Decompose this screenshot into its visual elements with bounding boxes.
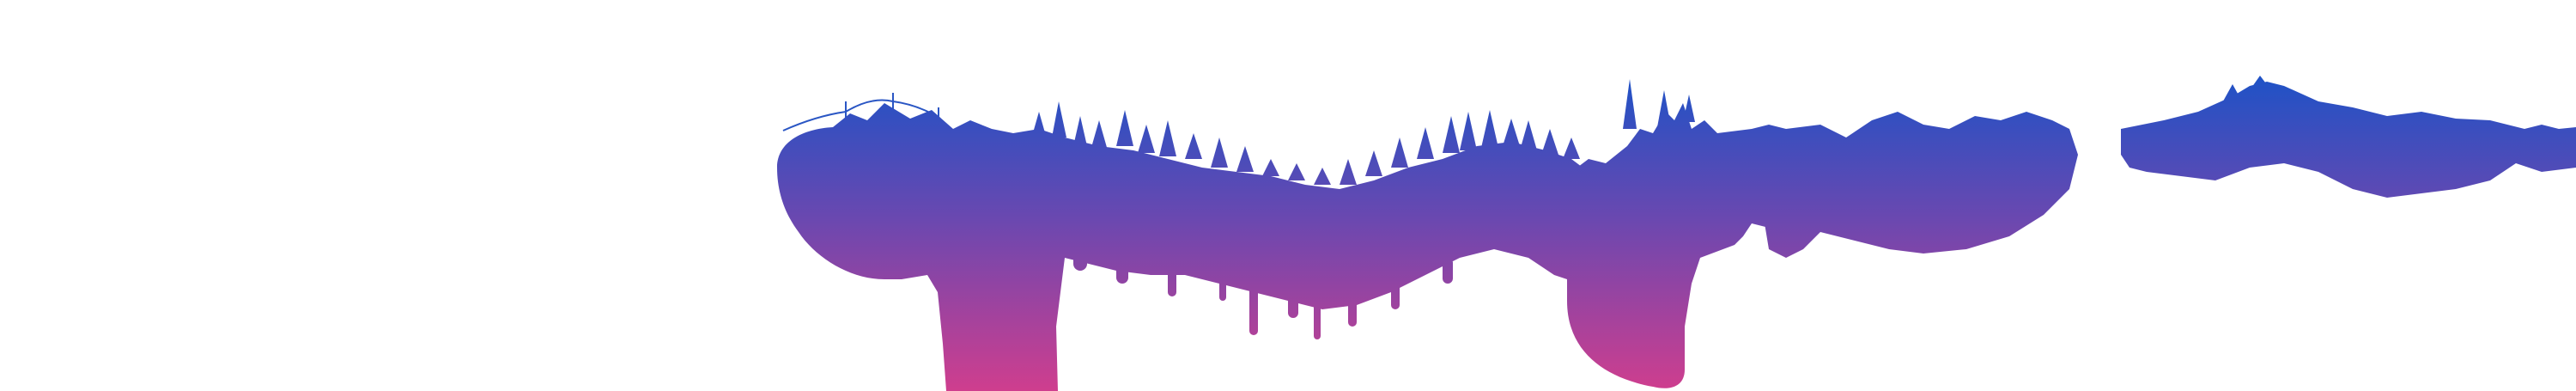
tree-peaks-right bbox=[1623, 76, 2271, 129]
forest-right-hills bbox=[1752, 112, 2078, 258]
forest-left-body bbox=[777, 103, 1589, 391]
paint-drips-middle bbox=[1073, 249, 1453, 339]
forest-right-blob bbox=[1564, 103, 1812, 388]
mountain-strip-right bbox=[2121, 82, 2576, 198]
tree-line-middle bbox=[1030, 101, 1580, 185]
